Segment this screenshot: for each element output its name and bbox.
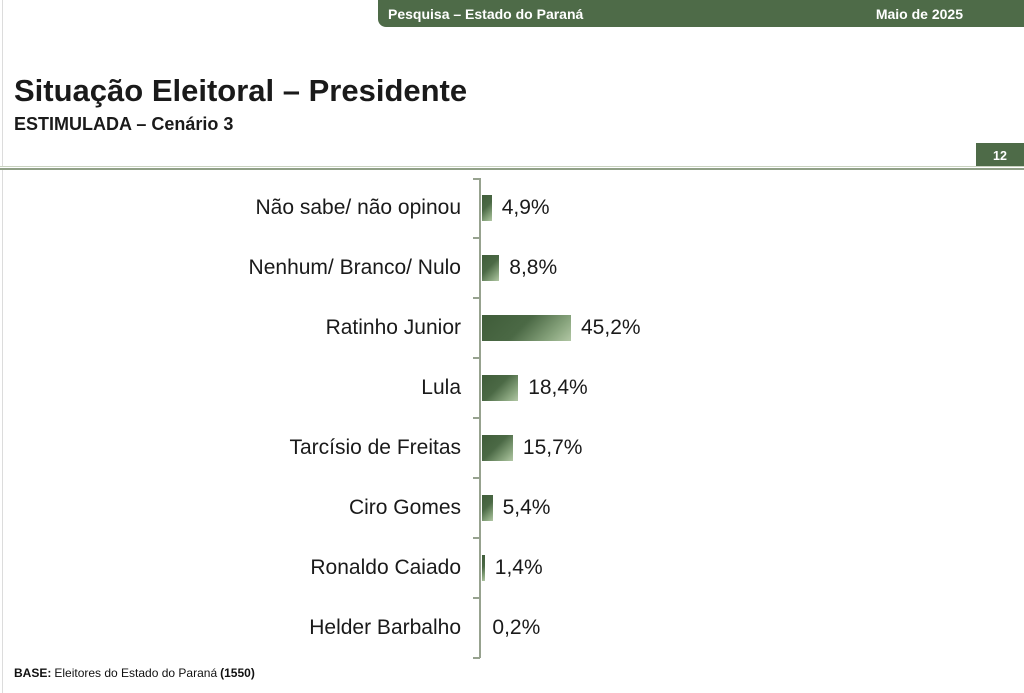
axis-tick [473, 657, 480, 659]
axis-tick [473, 597, 480, 599]
chart-axis-line [479, 178, 481, 658]
page-subtitle: ESTIMULADA – Cenário 3 [14, 114, 234, 134]
value-label: 45,2% [581, 316, 641, 339]
chart-row: Nenhum/ Branco/ Nulo 8,8% [0, 238, 1024, 298]
bar [482, 195, 492, 221]
category-label: Tarcísio de Freitas [289, 436, 461, 459]
value-label: 18,4% [528, 376, 588, 399]
axis-tick [473, 237, 480, 239]
bar [482, 495, 493, 521]
category-label: Ratinho Junior [325, 316, 461, 339]
chart-row: Lula 18,4% [0, 358, 1024, 418]
header-left-text: Pesquisa – Estado do Paraná [388, 5, 584, 22]
axis-tick [473, 477, 480, 479]
base-note: BASE: Eleitores do Estado do Paraná (1550) [14, 666, 255, 680]
category-label: Ciro Gomes [348, 496, 461, 519]
bar [482, 435, 513, 461]
axis-tick [473, 357, 480, 359]
value-label: 5,4% [502, 496, 551, 519]
value-label: 8,8% [509, 256, 558, 279]
base-text: Eleitores do Estado do Paraná [54, 666, 218, 680]
chart-row: Ciro Gomes 5,4% [0, 478, 1024, 538]
chart-row: Ronaldo Caiado 1,4% [0, 538, 1024, 598]
category-label: Lula [421, 376, 461, 399]
page-number-badge: 12 [976, 143, 1024, 169]
category-label: Nenhum/ Branco/ Nulo [248, 256, 461, 279]
chart-row: Tarcísio de Freitas 15,7% [0, 418, 1024, 478]
axis-tick [473, 297, 480, 299]
page-title: Situação Eleitoral – Presidente [14, 73, 468, 108]
header-right-text: Maio de 2025 [875, 5, 963, 22]
bar [482, 315, 571, 341]
category-label: Não sabe/ não opinou [255, 196, 462, 219]
value-label: 4,9% [501, 196, 550, 219]
value-label: 15,7% [522, 436, 583, 459]
bar [482, 375, 519, 401]
value-label: 1,4% [494, 556, 543, 579]
chart-row: Não sabe/ não opinou 4,9% [0, 178, 1024, 238]
divider-line [0, 166, 1024, 170]
base-count: (1550) [220, 666, 255, 680]
left-border-line [2, 0, 3, 693]
value-label: 0,2% [492, 616, 541, 639]
axis-tick [473, 178, 480, 180]
bar [482, 255, 500, 281]
axis-tick [473, 537, 480, 539]
chart-row: Ratinho Junior 45,2% [0, 298, 1024, 358]
bar-chart: Não sabe/ não opinou 4,9% Nenhum/ Branco/ … [0, 178, 1024, 659]
bar [482, 555, 485, 581]
header-bar: Pesquisa – Estado do Paraná Maio de 2025 [378, 0, 1024, 27]
category-label: Helder Barbalho [309, 616, 461, 639]
axis-tick [473, 417, 480, 419]
category-label: Ronaldo Caiado [310, 556, 461, 579]
base-label: BASE: [14, 666, 52, 680]
chart-row: Helder Barbalho 0,2% [0, 598, 1024, 658]
